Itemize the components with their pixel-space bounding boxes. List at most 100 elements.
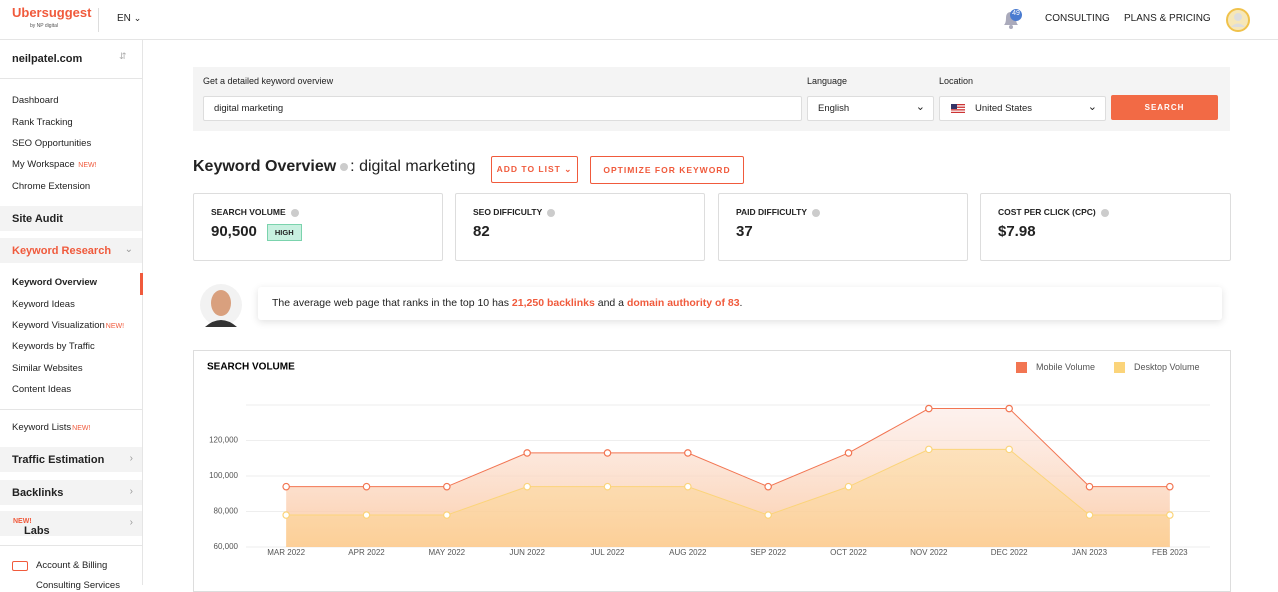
new-badge: NEW! — [78, 162, 97, 169]
level-badge: HIGH — [266, 223, 302, 241]
bell-icon[interactable] — [1000, 8, 1024, 32]
metric-value: 90,500 — [211, 223, 257, 240]
metric-value: 37 — [736, 223, 753, 240]
nav-section[interactable]: Site Audit — [0, 206, 142, 231]
legend-label: Desktop Volume — [1134, 362, 1200, 372]
point — [844, 482, 853, 491]
point — [1085, 482, 1094, 491]
nav-item[interactable]: Dashboard — [12, 95, 59, 106]
nav-item[interactable]: My Workspace NEW! — [12, 159, 97, 170]
author-avatar — [200, 284, 242, 327]
label: Site Audit — [12, 213, 63, 225]
chart-title: SEARCH VOLUME — [207, 362, 295, 373]
y-tick-label: 80,000 — [214, 507, 239, 516]
series-line — [286, 448, 1170, 516]
point — [282, 482, 290, 491]
nav-item[interactable]: Consulting Services — [36, 580, 120, 591]
legend-swatch — [1016, 362, 1027, 373]
site-selector[interactable]: neilpatel.com — [12, 53, 83, 65]
x-tick-label: JAN 2023 — [1072, 548, 1108, 557]
x-tick-label: JUN 2022 — [509, 548, 545, 557]
logo[interactable]: Ubersuggest — [12, 5, 92, 20]
point — [603, 449, 612, 457]
selector-arrows: ⇵ — [119, 51, 127, 61]
nav-pricing[interactable]: PLANS & PRICING — [1124, 13, 1211, 24]
point — [764, 511, 772, 519]
divider — [0, 78, 142, 79]
point — [1005, 404, 1013, 413]
nav-item[interactable]: Content Ideas — [12, 384, 72, 395]
nav-item[interactable]: Similar Websites — [12, 363, 83, 374]
point — [1166, 511, 1174, 519]
x-tick-label: MAY 2022 — [429, 548, 466, 557]
flag-icon — [951, 104, 965, 113]
nav-section[interactable]: Keyword Research ⌄ — [0, 238, 142, 263]
search-button[interactable]: SEARCH — [1111, 95, 1218, 120]
language-select[interactable]: English ⌄ — [807, 96, 934, 121]
input-value: digital marketing — [214, 103, 284, 114]
top-bar — [0, 0, 1278, 40]
label: ADD TO LIST — [496, 164, 561, 174]
point — [362, 482, 371, 491]
sidebar-border — [142, 40, 143, 585]
divider — [0, 409, 142, 410]
metric-value: $7.98 — [998, 223, 1036, 240]
metric-value: 82 — [473, 223, 490, 240]
title: Keyword Overview — [193, 158, 337, 175]
keyword-input[interactable]: digital marketing — [203, 96, 802, 121]
x-tick-label: APR 2022 — [348, 548, 385, 557]
text: The average web page that ranks in the t… — [272, 297, 512, 309]
x-tick-label: DEC 2022 — [991, 548, 1028, 557]
point — [362, 511, 371, 519]
point — [925, 404, 933, 413]
label: Labs — [24, 525, 50, 537]
label: My Workspace — [12, 159, 75, 170]
nav-section[interactable]: Backlinks › — [0, 480, 142, 505]
nav-item[interactable]: Keyword ListsNEW! — [12, 422, 90, 433]
nav-item[interactable]: Account & Billing — [36, 560, 108, 571]
nav-item[interactable]: SEO Opportunities — [12, 138, 92, 149]
metric-label: COST PER CLICK (CPC) — [998, 207, 1096, 217]
chart: SEARCH VOLUME 60,000 80,000 100,000 120,000… — [207, 362, 1210, 557]
metric-label: SEARCH VOLUME — [211, 207, 286, 217]
nav-section[interactable]: Traffic Estimation › — [0, 447, 142, 472]
nav-item[interactable]: Keyword VisualizationNEW! — [12, 320, 124, 331]
avatar[interactable] — [1225, 7, 1251, 33]
field-label: Language — [807, 76, 848, 86]
label: Backlinks — [12, 487, 64, 499]
point — [523, 482, 531, 491]
x-tick-label: FEB 2023 — [1152, 548, 1188, 557]
nav-consulting[interactable]: CONSULTING — [1045, 13, 1110, 24]
x-tick-label: SEP 2022 — [750, 548, 786, 557]
nav-item[interactable]: Keywords by Traffic — [12, 341, 95, 352]
select-value: English — [818, 103, 850, 114]
y-tick-label: 120,000 — [209, 436, 238, 445]
point — [523, 449, 531, 457]
optimize-button[interactable]: OPTIMIZE FOR KEYWORD — [590, 156, 744, 184]
metric-label: PAID DIFFICULTY — [736, 207, 807, 217]
area — [286, 449, 1170, 547]
legend-label: Mobile Volume — [1036, 362, 1095, 372]
nav-item[interactable]: Chrome Extension — [12, 181, 91, 192]
notification-count: 49 — [1012, 10, 1020, 17]
metric-card: SEARCH VOLUME 90,500 HIGH — [193, 193, 443, 261]
label: Keyword Research — [12, 245, 112, 257]
logo-sub: by NP digital — [30, 23, 58, 29]
location-select[interactable]: United States ⌄ — [939, 96, 1106, 121]
keyword: : digital marketing — [350, 158, 476, 175]
overview-heading: Keyword Overview : digital marketing — [193, 158, 476, 176]
language-switch[interactable]: EN ⌄ — [117, 13, 142, 24]
label: Traffic Estimation — [12, 454, 105, 466]
point — [1005, 445, 1013, 454]
nav-section[interactable]: Labs NEW! › — [0, 511, 142, 537]
nav-item[interactable]: Keyword Overview — [12, 277, 98, 288]
x-tick-label: MAR 2022 — [267, 548, 305, 557]
nav-item[interactable]: Keyword Ideas — [12, 299, 75, 310]
label: Keyword Visualization — [12, 320, 105, 331]
nav-item[interactable]: Rank Tracking — [12, 117, 73, 128]
point — [1166, 482, 1174, 491]
x-tick-label: NOV 2022 — [910, 548, 948, 557]
add-to-list-button[interactable]: ADD TO LIST ⌄ — [491, 156, 578, 183]
new-badge: NEW! — [13, 518, 32, 525]
point — [925, 445, 933, 454]
